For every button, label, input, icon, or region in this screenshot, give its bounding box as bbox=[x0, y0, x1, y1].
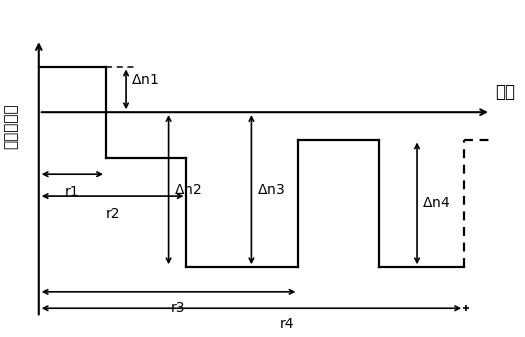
Text: 相对折射率: 相对折射率 bbox=[4, 103, 18, 149]
Text: r2: r2 bbox=[106, 207, 120, 221]
Text: r3: r3 bbox=[170, 301, 185, 315]
Text: $\Delta$n2: $\Delta$n2 bbox=[174, 183, 202, 197]
Text: $\Delta$n3: $\Delta$n3 bbox=[257, 183, 285, 197]
Text: 半径: 半径 bbox=[496, 83, 516, 101]
Text: r4: r4 bbox=[280, 317, 295, 331]
Text: r1: r1 bbox=[65, 185, 80, 199]
Text: $\Delta$n1: $\Delta$n1 bbox=[131, 73, 160, 87]
Text: $\Delta$n4: $\Delta$n4 bbox=[423, 196, 450, 210]
